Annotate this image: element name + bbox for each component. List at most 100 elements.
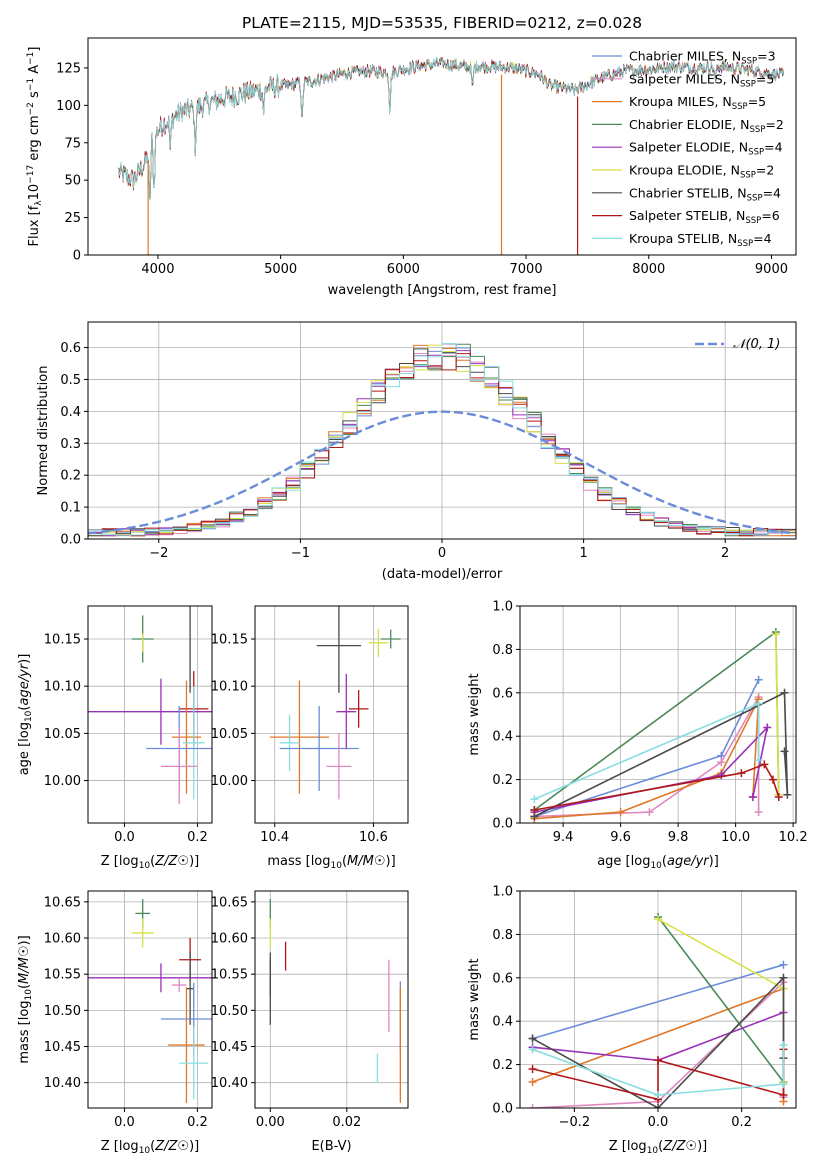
weight-point-marker [754, 699, 763, 708]
age-weight-ytick-label: 0.4 [492, 730, 513, 745]
spectrum-ylabel-part: −1 [26, 52, 36, 65]
weight-point-marker [780, 688, 789, 697]
weight-series-line [532, 975, 785, 1108]
residuals-ytick-label: 0.6 [60, 341, 81, 356]
spectrum-title: PLATE=2115, MJD=53535, FIBERID=0212, z=0… [242, 14, 642, 32]
legend-entry: Chabrier ELODIE, NSSP=2 [629, 117, 784, 135]
weight-series-line [534, 702, 760, 800]
mass-age-ytick-label: 10.00 [211, 774, 248, 789]
ebv-mass-ytick-label: 10.55 [211, 968, 248, 983]
z-weight-plot-area [528, 913, 788, 1108]
ebv-mass-ytick-label: 10.40 [211, 1076, 248, 1091]
legend-entry: Kroupa STELIB, NSSP=4 [629, 231, 772, 249]
spectrum-ylabel-part: −2 [26, 102, 36, 115]
z-age-ylabel-sub: 10 [24, 710, 34, 722]
mass-age-panel: 10.4 10.6 10.00 10.05 10.10 10.15 [211, 605, 409, 845]
mass-age-xtick-label: 10.4 [260, 830, 289, 845]
weight-point-marker [779, 973, 788, 982]
legend-entry-sub: SSP [732, 102, 748, 112]
legend-entry-suffix: =5 [756, 71, 774, 86]
legend-entry-suffix: =4 [764, 140, 782, 155]
ebv-mass-xtick-label: 0.00 [256, 1115, 285, 1130]
ebv-mass-plot-area [269, 898, 402, 1103]
spectrum-xtick-label: 9000 [755, 262, 788, 277]
legend-entry: Kroupa ELODIE, NSSP=2 [629, 163, 774, 181]
weight-point-marker [528, 1077, 537, 1086]
weight-point-marker [654, 1104, 662, 1108]
z-age-ytick-label: 10.10 [44, 680, 81, 695]
residuals-ytick-label: 0.2 [60, 469, 81, 484]
age-weight-panel: 9.4 9.6 9.8 10.0 10.2 0.0 0.2 0.4 0.6 0.8 1.0 [492, 600, 807, 846]
age-weight-xlabel-part: )] [709, 854, 719, 869]
age-weight-ytick-label: 0.0 [492, 817, 513, 832]
legend-entry-suffix: =4 [753, 231, 771, 246]
mass-age-ytick-label: 10.05 [211, 727, 248, 742]
age-weight-xtick-label: 9.8 [668, 830, 689, 845]
age-weight-xtick-label: 9.4 [553, 830, 574, 845]
z-weight-ytick-label: 0.8 [492, 928, 513, 943]
mass-age-ytick-label: 10.10 [211, 680, 248, 695]
legend-entry: Salpeter STELIB, NSSP=6 [629, 208, 780, 226]
mass-age-xtick-label: 10.6 [359, 830, 388, 845]
legend-entry-label: Kroupa MILES, N [629, 94, 732, 109]
z-weight-xtick-label: 0.0 [648, 1115, 669, 1130]
residuals-xtick-label: −2 [149, 546, 168, 561]
weight-point-marker [528, 1064, 537, 1073]
legend-entry: Chabrier MILES, NSSP=3 [629, 49, 776, 67]
legend-entry-sub: SSP [737, 239, 753, 249]
age-weight-xtick-label: 10.2 [779, 830, 808, 845]
ebv-mass-frame [254, 890, 409, 1109]
gaussian-curve [88, 410, 794, 535]
legend-entry-sub: SSP [749, 125, 765, 135]
z-weight-xlabel: Z [log10(Z/Z☉)] [609, 1139, 707, 1156]
spectrum-ylabel-part: Flux [f [27, 205, 42, 246]
legend-entry-suffix: =2 [765, 117, 783, 132]
legend-entry: Salpeter ELODIE, NSSP=4 [629, 140, 783, 158]
z-mass-frame [87, 890, 213, 1109]
z-mass-ytick-label: 10.65 [44, 895, 81, 910]
residuals-xtick-label: 2 [721, 546, 729, 561]
spectrum-ytick-label: 125 [56, 61, 81, 76]
z-age-plot-area [88, 606, 212, 805]
z-mass-xlabel-part: Z/Z☉ [154, 1139, 189, 1154]
ebv-mass-ytick-label: 10.60 [211, 932, 248, 947]
spectrum-ylabel-part: ] [27, 47, 42, 52]
z-weight-xlabel-part: Z [log [609, 1139, 647, 1154]
z-mass-xlabel-part: )] [189, 1139, 199, 1154]
spectrum-series-line [118, 56, 784, 200]
weight-point-marker [779, 1080, 788, 1089]
z-weight-xtick-label: −0.2 [559, 1115, 591, 1130]
legend-entry-label: Salpeter STELIB, N [629, 208, 745, 223]
mass-age-xlabel-part: )] [386, 854, 396, 869]
age-weight-xlabel-part: age/yr [667, 854, 710, 869]
ebv-mass-xtick-label: 0.02 [332, 1115, 361, 1130]
weight-point-marker [737, 769, 746, 778]
z-age-xlabel-part: ( [150, 854, 155, 869]
z-age-ylabel-part: age/yr [17, 662, 32, 705]
z-weight-ytick-label: 0.6 [492, 971, 513, 986]
z-mass-xlabel-sub: 10 [139, 1146, 151, 1156]
residuals-xlabel: (data-model)/error [382, 567, 503, 582]
weight-point-marker [779, 960, 788, 969]
residuals-histogram [88, 343, 796, 537]
z-mass-ylabel-part: ( [17, 984, 32, 989]
weight-point-marker [783, 790, 792, 799]
age-weight-xtick-label: 10.0 [721, 830, 750, 845]
legend-entry-sub: SSP [747, 193, 763, 203]
weight-point-marker [528, 1045, 537, 1054]
z-mass-ylabel-part: mass [log [17, 1000, 32, 1063]
residuals-xtick-label: 0 [438, 546, 446, 561]
spectrum-xtick-label: 4000 [141, 262, 174, 277]
spectrum-plot-area [118, 56, 784, 255]
legend-entry-label: Kroupa ELODIE, N [629, 163, 740, 178]
age-weight-ytick-label: 0.6 [492, 686, 513, 701]
weight-point-marker [717, 771, 726, 780]
spectrum-panel: 4000 5000 6000 7000 8000 9000 0 25 50 75 100 125 [56, 37, 797, 277]
spectrum-ylabel-part: λ [34, 200, 44, 206]
z-age-ylabel-part: ( [17, 706, 32, 711]
weight-point-marker [774, 792, 783, 801]
ebv-mass-ytick-label: 10.45 [211, 1040, 248, 1055]
z-weight-ytick-label: 1.0 [492, 885, 513, 900]
z-age-xlabel-sub: 10 [139, 861, 151, 871]
z-mass-ytick-label: 10.45 [44, 1040, 81, 1055]
